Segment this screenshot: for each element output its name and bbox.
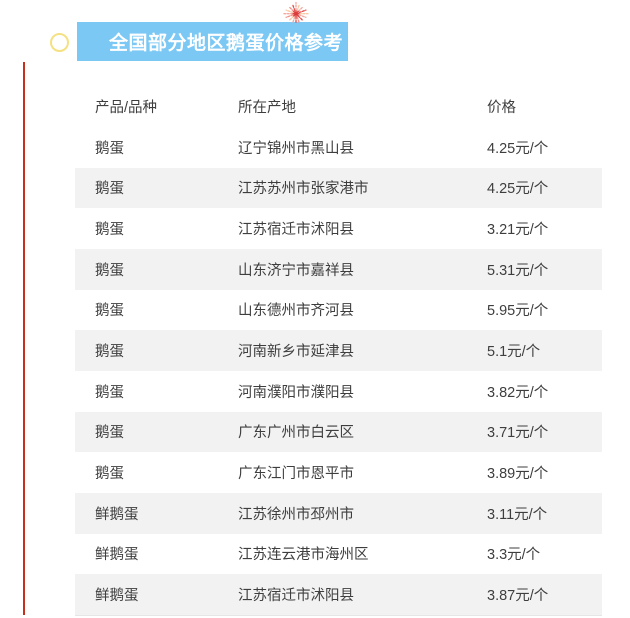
table-row: 鲜鹅蛋 江苏宿迁市沭阳县 3.87元/个 — [75, 574, 602, 615]
price-cell: 4.25元/个 — [487, 181, 549, 198]
table-row: 鹅蛋 山东德州市齐河县 5.95元/个 — [75, 290, 602, 331]
product-cell: 鲜鹅蛋 — [95, 547, 139, 564]
product-cell: 鹅蛋 — [95, 466, 124, 483]
ring-decoration-icon — [50, 33, 69, 52]
page-title: 全国部分地区鹅蛋价格参考 — [108, 33, 343, 54]
column-header-price: 价格 — [487, 99, 516, 116]
table-row: 鹅蛋 江苏宿迁市沭阳县 3.21元/个 — [75, 208, 602, 249]
column-header-product: 产品/品种 — [95, 99, 158, 116]
product-cell: 鲜鹅蛋 — [95, 588, 139, 605]
table-body: 鹅蛋 辽宁锦州市黑山县 4.25元/个 鹅蛋 江苏苏州市张家港市 4.25元/个… — [75, 127, 602, 616]
price-cell: 4.25元/个 — [487, 140, 549, 157]
product-cell: 鹅蛋 — [95, 303, 124, 320]
origin-cell: 山东德州市齐河县 — [238, 303, 354, 320]
table-row: 鹅蛋 广东江门市恩平市 3.89元/个 — [75, 452, 602, 493]
price-cell: 3.21元/个 — [487, 222, 549, 239]
origin-cell: 辽宁锦州市黑山县 — [238, 140, 354, 157]
origin-cell: 山东济宁市嘉祥县 — [238, 262, 354, 279]
product-cell: 鹅蛋 — [95, 425, 124, 442]
price-cell: 3.89元/个 — [487, 466, 549, 483]
price-cell: 3.3元/个 — [487, 547, 541, 564]
product-cell: 鹅蛋 — [95, 222, 124, 239]
origin-cell: 河南新乡市延津县 — [238, 344, 354, 361]
product-cell: 鹅蛋 — [95, 262, 124, 279]
product-cell: 鹅蛋 — [95, 344, 124, 361]
price-cell: 5.95元/个 — [487, 303, 549, 320]
origin-cell: 江苏宿迁市沭阳县 — [238, 588, 354, 605]
origin-cell: 江苏连云港市海州区 — [238, 547, 369, 564]
product-cell: 鹅蛋 — [95, 140, 124, 157]
left-red-divider — [23, 62, 25, 615]
table-row: 鹅蛋 广东广州市白云区 3.71元/个 — [75, 411, 602, 453]
origin-cell: 江苏徐州市邳州市 — [238, 506, 354, 523]
column-header-origin: 所在产地 — [238, 99, 296, 116]
price-table: 产品/品种 所在产地 价格 鹅蛋 辽宁锦州市黑山县 4.25元/个 鹅蛋 江苏苏… — [75, 85, 602, 616]
origin-cell: 广东江门市恩平市 — [238, 466, 354, 483]
firework-icon — [283, 1, 309, 25]
table-row: 鹅蛋 河南濮阳市濮阳县 3.82元/个 — [75, 371, 602, 412]
product-cell: 鹅蛋 — [95, 384, 124, 401]
price-cell: 5.1元/个 — [487, 344, 541, 361]
price-cell: 3.82元/个 — [487, 384, 549, 401]
table-row: 鲜鹅蛋 江苏徐州市邳州市 3.11元/个 — [75, 492, 602, 534]
price-cell: 3.71元/个 — [487, 425, 549, 442]
origin-cell: 江苏宿迁市沭阳县 — [238, 222, 354, 239]
price-cell: 3.87元/个 — [487, 588, 549, 605]
product-cell: 鹅蛋 — [95, 181, 124, 198]
title-banner: 全国部分地区鹅蛋价格参考 — [77, 22, 348, 61]
table-row: 鲜鹅蛋 江苏连云港市海州区 3.3元/个 — [75, 534, 602, 575]
table-row: 鹅蛋 河南新乡市延津县 5.1元/个 — [75, 330, 602, 371]
table-row: 鹅蛋 山东济宁市嘉祥县 5.31元/个 — [75, 248, 602, 290]
price-cell: 5.31元/个 — [487, 262, 549, 279]
table-header-row: 产品/品种 所在产地 价格 — [75, 85, 602, 127]
table-row: 鹅蛋 江苏苏州市张家港市 4.25元/个 — [75, 167, 602, 209]
price-cell: 3.11元/个 — [487, 506, 548, 523]
table-row: 鹅蛋 辽宁锦州市黑山县 4.25元/个 — [75, 127, 602, 168]
origin-cell: 江苏苏州市张家港市 — [238, 181, 369, 198]
origin-cell: 广东广州市白云区 — [238, 425, 354, 442]
origin-cell: 河南濮阳市濮阳县 — [238, 384, 354, 401]
product-cell: 鲜鹅蛋 — [95, 506, 139, 523]
